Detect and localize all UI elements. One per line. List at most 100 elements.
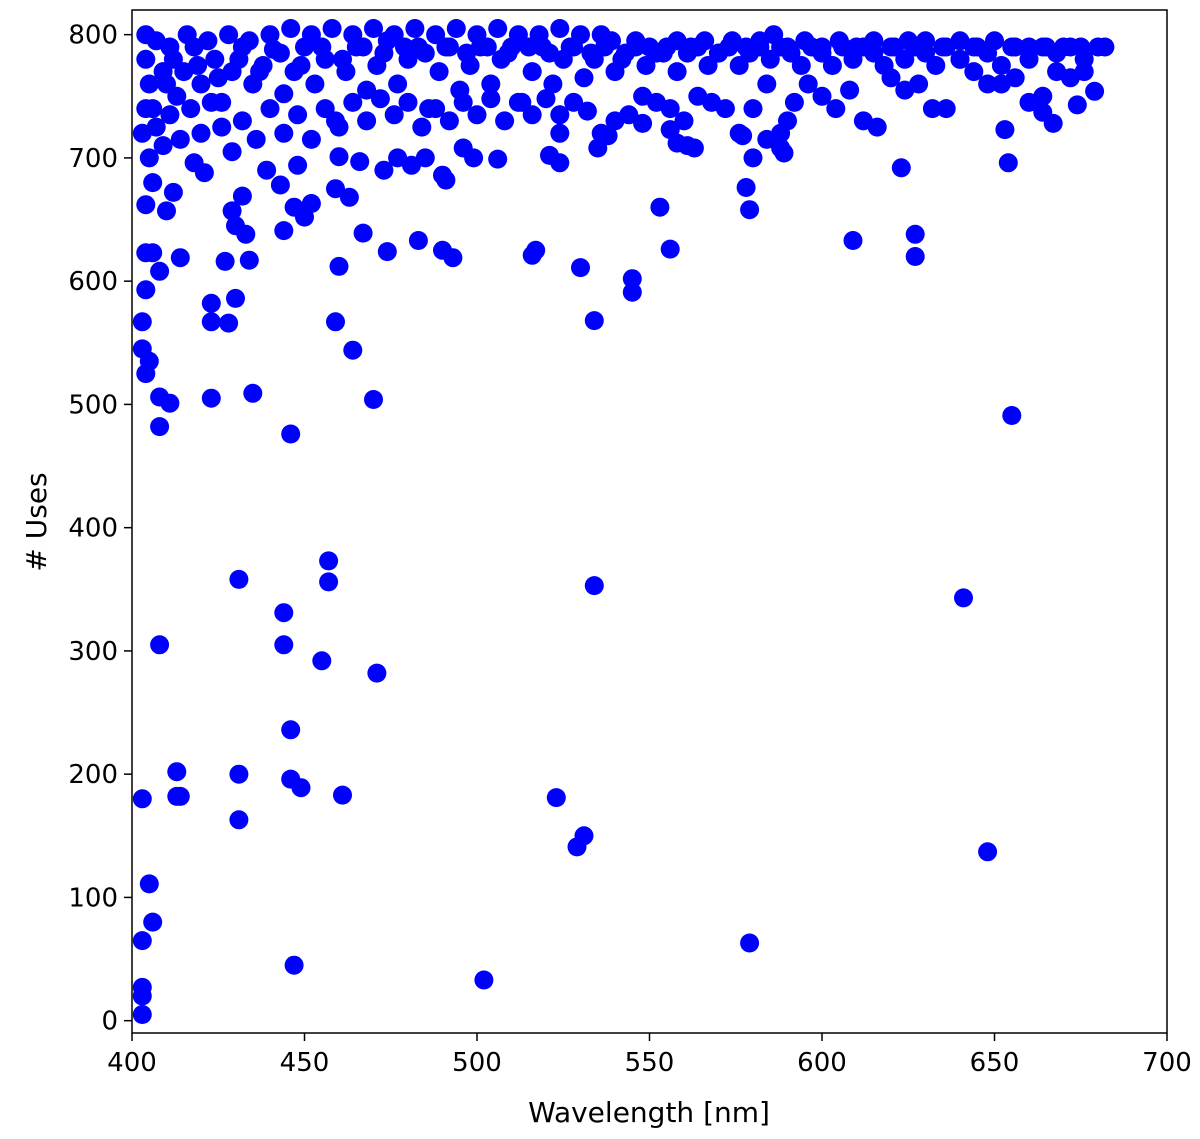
data-point xyxy=(226,288,245,308)
data-point xyxy=(436,37,456,57)
data-point xyxy=(281,424,301,444)
data-point xyxy=(567,837,587,857)
data-point xyxy=(840,80,860,100)
data-point xyxy=(232,111,252,131)
data-point xyxy=(222,201,242,221)
data-point xyxy=(443,248,463,268)
data-point xyxy=(232,186,252,206)
data-point xyxy=(933,37,953,57)
data-point xyxy=(319,551,339,571)
data-point xyxy=(177,25,197,45)
data-point xyxy=(584,576,604,596)
data-point xyxy=(757,129,777,149)
data-point xyxy=(274,123,294,143)
data-point xyxy=(1071,37,1091,57)
x-tick-label: 550 xyxy=(625,1048,675,1078)
data-point xyxy=(550,153,570,173)
data-point xyxy=(495,111,515,131)
data-point xyxy=(160,37,180,57)
data-point xyxy=(388,148,408,168)
data-point xyxy=(170,129,190,149)
data-point xyxy=(222,142,242,162)
data-point xyxy=(274,221,294,241)
data-point xyxy=(529,25,549,45)
data-point xyxy=(329,117,349,137)
data-point xyxy=(633,113,653,133)
x-tick-label: 500 xyxy=(452,1048,502,1078)
data-point xyxy=(481,89,501,109)
data-point xyxy=(985,31,1004,51)
data-point xyxy=(481,74,501,94)
data-point xyxy=(291,778,311,798)
data-point xyxy=(843,231,863,250)
data-point xyxy=(270,175,290,195)
data-point xyxy=(364,390,383,409)
data-point xyxy=(1067,95,1087,115)
data-point xyxy=(150,417,170,437)
data-point xyxy=(395,37,414,57)
data-point xyxy=(132,1005,152,1024)
data-point xyxy=(508,92,528,112)
data-point xyxy=(436,170,456,190)
data-point xyxy=(326,312,345,332)
data-point xyxy=(1074,62,1094,82)
data-point xyxy=(571,258,590,278)
data-point xyxy=(333,785,352,805)
data-point xyxy=(1095,37,1115,57)
data-point xyxy=(274,635,294,655)
data-point xyxy=(291,56,311,75)
data-point xyxy=(398,92,418,112)
data-point xyxy=(260,99,280,119)
y-tick-label: 800 xyxy=(68,21,118,51)
data-point xyxy=(153,62,173,82)
data-point xyxy=(219,25,239,45)
data-point xyxy=(467,105,487,125)
data-point xyxy=(1002,406,1022,425)
data-point xyxy=(526,240,546,260)
data-point xyxy=(250,62,270,82)
data-point xyxy=(778,37,797,57)
data-point xyxy=(743,148,763,168)
x-tick-label: 700 xyxy=(1142,1048,1192,1078)
data-point xyxy=(1043,113,1063,133)
y-tick-label: 500 xyxy=(68,390,118,420)
data-point xyxy=(967,37,987,57)
data-point xyxy=(326,179,345,199)
data-point xyxy=(343,92,363,112)
data-point xyxy=(194,163,214,183)
data-point xyxy=(139,148,159,168)
data-point xyxy=(695,31,715,51)
data-point xyxy=(543,74,563,94)
data-point xyxy=(384,105,404,125)
data-point xyxy=(198,31,218,51)
data-point xyxy=(574,68,594,88)
data-point xyxy=(274,84,294,104)
data-point xyxy=(339,187,359,207)
data-point xyxy=(167,86,187,106)
data-point xyxy=(498,43,518,63)
data-point xyxy=(201,388,221,408)
y-axis-label: # Uses xyxy=(20,472,53,571)
data-point xyxy=(653,43,673,63)
data-point xyxy=(488,149,508,169)
data-point xyxy=(1002,37,1022,57)
data-point xyxy=(798,74,818,94)
data-point xyxy=(684,138,704,158)
data-point xyxy=(415,43,435,63)
data-point xyxy=(698,56,718,75)
data-point xyxy=(312,37,332,57)
data-point xyxy=(905,224,925,244)
data-point xyxy=(357,80,377,100)
data-point xyxy=(229,810,249,830)
data-point xyxy=(812,86,832,106)
data-point xyxy=(170,786,190,806)
data-point xyxy=(446,19,466,38)
data-point xyxy=(412,117,432,137)
data-point xyxy=(474,970,494,990)
data-point xyxy=(488,19,508,38)
data-point xyxy=(1036,37,1056,57)
data-point xyxy=(771,138,791,158)
data-point xyxy=(201,312,221,332)
data-point xyxy=(540,43,559,63)
